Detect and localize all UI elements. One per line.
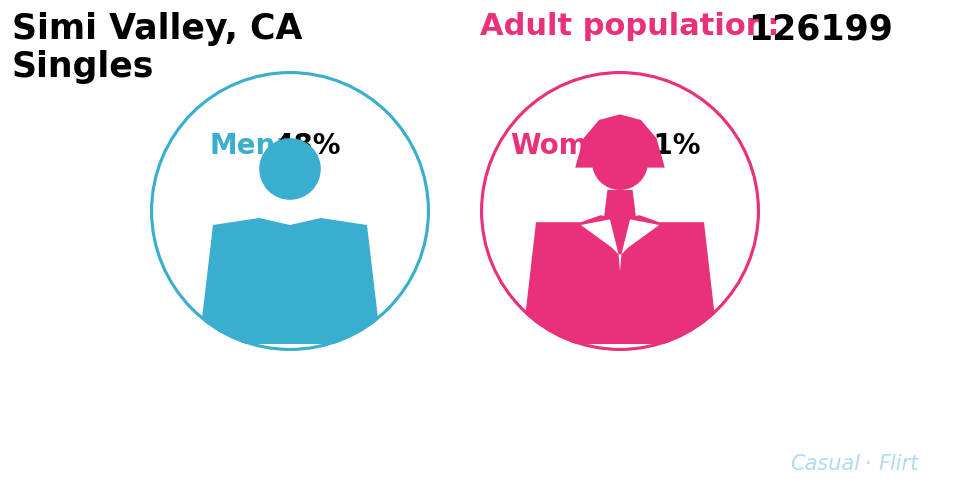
Text: Singles: Singles	[12, 50, 155, 84]
Circle shape	[592, 135, 648, 190]
Text: 51%: 51%	[635, 132, 702, 160]
Circle shape	[480, 72, 760, 351]
Text: Casual: Casual	[790, 453, 860, 473]
Text: Men:: Men:	[210, 132, 287, 160]
Circle shape	[259, 139, 321, 200]
Circle shape	[254, 167, 270, 183]
Polygon shape	[237, 220, 286, 257]
Polygon shape	[281, 257, 299, 310]
Text: 126199: 126199	[748, 12, 893, 46]
Circle shape	[150, 72, 430, 351]
Text: Flirt: Flirt	[878, 453, 919, 473]
Polygon shape	[199, 218, 381, 344]
Polygon shape	[294, 220, 344, 257]
Text: Adult population:: Adult population:	[480, 12, 780, 41]
Text: Simi Valley, CA: Simi Valley, CA	[12, 12, 302, 46]
Polygon shape	[621, 220, 660, 255]
Polygon shape	[281, 257, 299, 289]
Polygon shape	[618, 255, 621, 272]
Polygon shape	[522, 216, 718, 344]
Polygon shape	[272, 200, 308, 223]
Polygon shape	[575, 115, 664, 168]
Text: 48%: 48%	[275, 132, 342, 160]
Text: Women:: Women:	[510, 132, 637, 160]
Circle shape	[311, 167, 326, 183]
Polygon shape	[604, 190, 636, 221]
Text: ·: ·	[865, 453, 872, 473]
Polygon shape	[581, 220, 618, 255]
